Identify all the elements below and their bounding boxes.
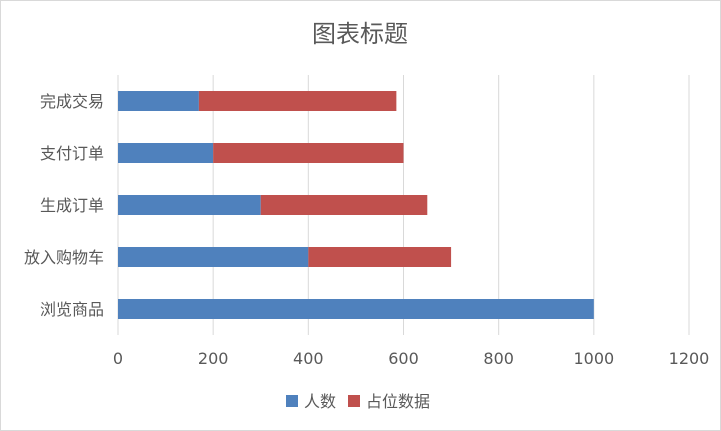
bar-renshu [118, 91, 199, 111]
bar-renshu [118, 143, 214, 163]
legend-swatch-placeholder [348, 395, 360, 407]
legend: 人数 占位数据 [286, 392, 430, 411]
category-label: 支付订单 [40, 144, 104, 163]
chart-title: 图表标题 [312, 20, 408, 48]
x-tick-label: 600 [388, 349, 419, 368]
legend-swatch-renshu [286, 395, 298, 407]
bar-placeholder [198, 91, 397, 111]
bar-renshu [118, 195, 261, 215]
bar-renshu [118, 247, 309, 267]
category-label: 浏览商品 [40, 300, 104, 319]
bar-renshu [118, 299, 594, 319]
x-axis-tick-labels: 0 200 400 600 800 1000 1200 [113, 349, 709, 368]
x-tick-label: 0 [113, 349, 123, 368]
category-label: 完成交易 [40, 92, 104, 111]
bar-placeholder [213, 143, 404, 163]
x-tick-label: 1000 [573, 349, 614, 368]
legend-label-placeholder: 占位数据 [366, 392, 430, 411]
bars [118, 91, 594, 319]
legend-label-renshu: 人数 [304, 392, 336, 411]
x-tick-label: 800 [483, 349, 514, 368]
category-label: 生成订单 [40, 196, 104, 215]
bar-placeholder [308, 247, 452, 267]
gridlines [117, 75, 690, 335]
x-tick-label: 400 [293, 349, 324, 368]
x-tick-label: 200 [198, 349, 229, 368]
category-label: 放入购物车 [24, 248, 104, 267]
bar-placeholder [260, 195, 428, 215]
x-tick-label: 1200 [669, 349, 710, 368]
